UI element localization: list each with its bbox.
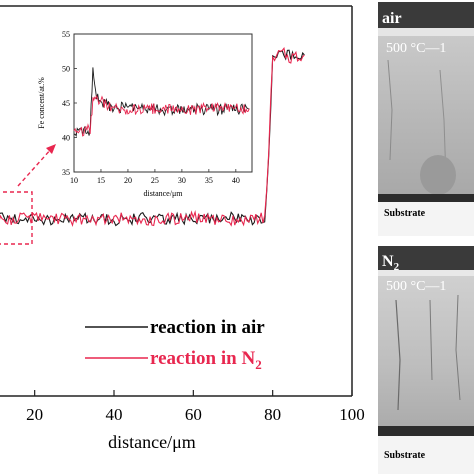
inset-x-tick-label: 40: [232, 176, 240, 185]
micrograph-air-grain: [420, 155, 456, 195]
micrograph-air-label: air: [382, 10, 402, 27]
inset-ticks: 10 15 20 25 30 35 40 35 40 45 50 55: [62, 30, 240, 185]
micrograph-air-substrate-label: Substrate: [384, 208, 426, 219]
inset-y-tick-label: 55: [62, 30, 70, 39]
legend: reaction in air reaction in N2: [85, 317, 265, 372]
micrograph-air-temp-label: 500 °C—1: [386, 41, 446, 56]
micrograph-n2: N2 500 °C—1 Substrate: [372, 242, 474, 474]
inset-y-axis-label: Fe concent/at.%: [37, 77, 46, 129]
main-chart: 20 40 60 80 100 distance/μm reaction in air …: [0, 5, 365, 452]
inset-chart: 10 15 20 25 30 35 40 35 40 45 50 55 Fe concent/at.%…: [37, 30, 253, 198]
inset-x-tick-label: 20: [124, 176, 132, 185]
main-series-line: [0, 49, 305, 227]
inset-x-tick-label: 10: [70, 176, 78, 185]
micrograph-n2-substrate: [378, 436, 474, 474]
micrograph-n2-crack-2: [429, 299, 433, 381]
inset-y-tick-label: 35: [62, 168, 70, 177]
micrograph-n2-crack-3: [455, 294, 461, 401]
micrograph-n2-crack-1: [395, 299, 401, 411]
inset-y-tick-label: 45: [62, 99, 70, 108]
zoom-arrow-line: [17, 147, 53, 187]
micrograph-air-oxide-layer: [378, 28, 474, 36]
micrograph-air: air 500 °C—1 Substrate: [372, 0, 474, 236]
main-series-group: [0, 47, 305, 228]
micrograph-air-top-band: [378, 2, 474, 30]
micrograph-n2-substrate-label: Substrate: [384, 450, 426, 461]
inset-y-tick-label: 50: [62, 65, 70, 74]
legend-label-air: reaction in air: [150, 317, 265, 338]
micrograph-air-crack-1: [387, 59, 393, 161]
inset-x-tick-label: 25: [151, 176, 159, 185]
micrograph-n2-temp-label: 500 °C—1: [386, 279, 446, 294]
micrograph-n2-interface: [378, 426, 474, 436]
inset-series-group: [73, 67, 250, 138]
micrograph-air-substrate: [378, 202, 474, 236]
legend-label-n2-main: reaction in N: [150, 348, 255, 369]
main-x-tick-label: 80: [264, 405, 281, 424]
micrograph-n2-label-subscript: 2: [394, 261, 400, 273]
zoom-arrowhead: [46, 144, 56, 154]
micrograph-n2-coating: [378, 276, 474, 428]
main-x-axis-label: distance/μm: [108, 432, 196, 452]
main-x-ticks: 20 40 60 80 100: [26, 390, 365, 424]
micrograph-air-interface: [378, 194, 474, 202]
zoom-indicator: [0, 144, 56, 245]
inset-y-tick-label: 40: [62, 134, 70, 143]
micrograph-n2-oxide-layer: [378, 270, 474, 276]
main-x-tick-label: 20: [26, 405, 43, 424]
micrograph-n2-label: N2: [382, 253, 400, 273]
main-x-tick-label: 100: [339, 405, 365, 424]
micrograph-n2-top-band: [378, 246, 474, 272]
zoom-dashed-box: [0, 191, 33, 245]
inset-x-tick-label: 35: [205, 176, 213, 185]
micrograph-n2-label-main: N: [382, 253, 394, 270]
inset-x-axis-label: distance/μm: [144, 189, 184, 198]
inset-series-line: [73, 94, 250, 137]
legend-label-n2: reaction in N2: [150, 348, 262, 372]
main-series-line: [0, 47, 305, 228]
legend-label-n2-subscript: 2: [255, 357, 262, 372]
inset-x-tick-label: 15: [97, 176, 105, 185]
main-x-tick-label: 60: [185, 405, 202, 424]
main-x-tick-label: 40: [106, 405, 123, 424]
inset-x-tick-label: 30: [178, 176, 186, 185]
